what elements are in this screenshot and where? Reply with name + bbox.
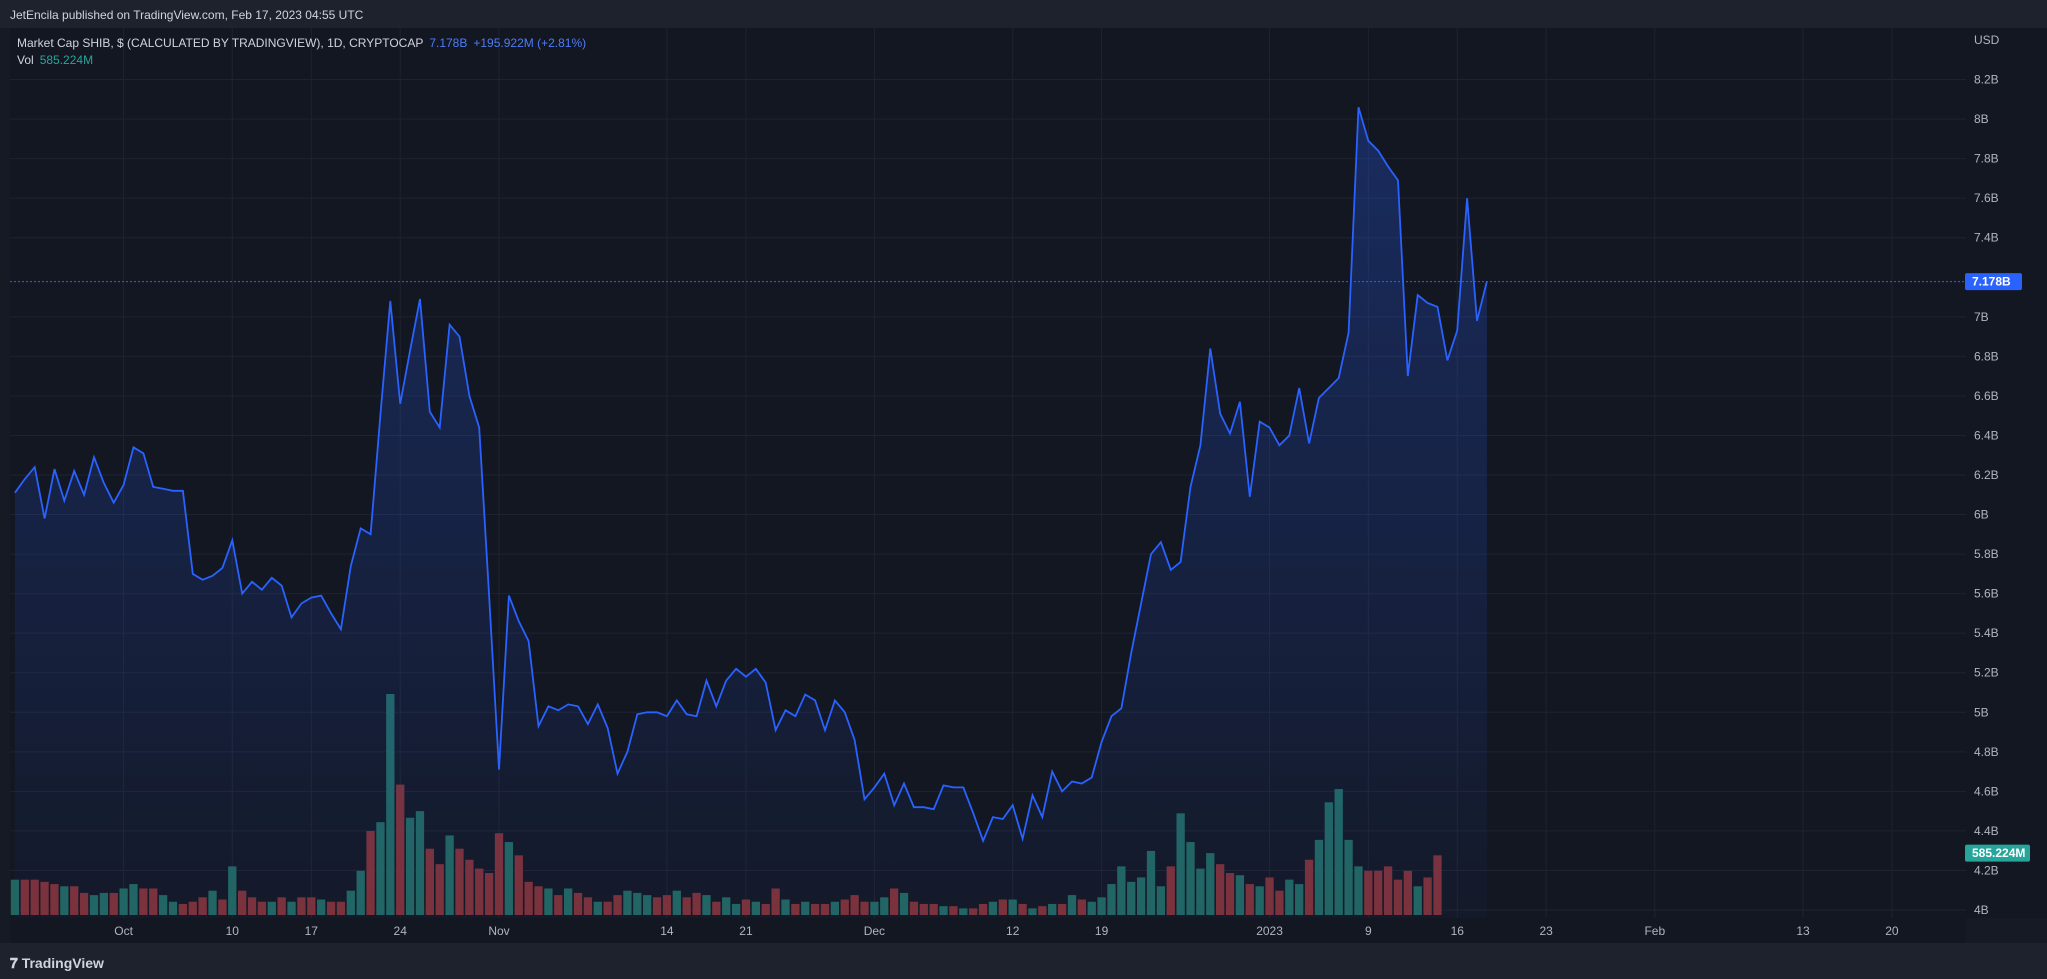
time-tick-label: 14 (660, 924, 674, 938)
volume-value: 585.224M (1972, 846, 2025, 860)
footer-bar: 𝟕 TradingView (0, 943, 2047, 979)
legend-volume-row[interactable]: Vol 585.224M (17, 52, 586, 69)
price-tick-label: 4.8B (1974, 745, 1999, 759)
price-tick-label: 5.4B (1974, 626, 1999, 640)
chart-legend: Market Cap SHIB, $ (CALCULATED BY TRADIN… (17, 35, 586, 69)
tradingview-logo[interactable]: 𝟕 TradingView (10, 955, 104, 972)
legend-symbol: Market Cap SHIB, $ (CALCULATED BY TRADIN… (17, 36, 424, 50)
price-tick-label: 4.6B (1974, 784, 1999, 798)
price-tick-label: 6.2B (1974, 468, 1999, 482)
legend-symbol-row[interactable]: Market Cap SHIB, $ (CALCULATED BY TRADIN… (17, 35, 586, 52)
time-tick-label: 23 (1539, 924, 1553, 938)
time-tick-label: 9 (1365, 924, 1372, 938)
price-tick-label: 7.8B (1974, 152, 1999, 166)
price-tick-label: 5.8B (1974, 547, 1999, 561)
publisher-bar: JetEncila published on TradingView.com, … (0, 0, 2047, 28)
price-tick-label: 5.2B (1974, 666, 1999, 680)
last-price-value: 7.178B (1972, 275, 2011, 289)
price-tick-label: 4B (1974, 903, 1989, 917)
time-axis[interactable] (10, 918, 1966, 943)
price-tick-label: 7.4B (1974, 231, 1999, 245)
price-tick-label: 5B (1974, 705, 1989, 719)
time-tick-label: 12 (1006, 924, 1020, 938)
volume-badge: 585.224M (1965, 844, 2030, 862)
time-tick-label: Feb (1644, 924, 1665, 938)
time-tick-label: 20 (1885, 924, 1899, 938)
price-tick-label: 8B (1974, 112, 1989, 126)
price-tick-label: 6.8B (1974, 349, 1999, 363)
price-axis-ticks: 4B 4.2B 4.4B 4.6B 4.8B 5B 5.2B 5.4B 5.6B 5.8B 6B 6.… (1974, 73, 1999, 917)
time-tick-label: Dec (864, 924, 885, 938)
legend-vol-label: Vol (17, 53, 34, 67)
price-tick-label: 7B (1974, 310, 1989, 324)
time-tick-label: 2023 (1256, 924, 1283, 938)
price-tick-label: 4.4B (1974, 824, 1999, 838)
last-price-badge: 7.178B (1965, 273, 2022, 291)
market-cap-area (14, 107, 1487, 918)
price-tick-label: 8.2B (1974, 73, 1999, 87)
legend-last-value: 7.178B (429, 36, 468, 50)
legend-change: +195.922M (+2.81%) (473, 36, 587, 50)
price-tick-label: 6B (1974, 508, 1989, 522)
time-tick-label: Nov (488, 924, 509, 938)
price-tick-label: 7.6B (1974, 191, 1999, 205)
market-cap-line (14, 106, 1488, 844)
time-tick-label: 17 (305, 924, 319, 938)
tradingview-logo-text: TradingView (21, 955, 104, 971)
time-tick-label: 19 (1095, 924, 1109, 938)
price-axis-unit: USD (1974, 33, 2000, 47)
price-tick-label: 6.4B (1974, 428, 1999, 442)
time-tick-label: Oct (114, 924, 133, 938)
price-tick-label: 6.6B (1974, 389, 1999, 403)
price-tick-label: 5.6B (1974, 587, 1999, 601)
legend-vol-value: 585.224M (39, 53, 94, 67)
time-tick-label: 21 (739, 924, 753, 938)
time-tick-label: 13 (1796, 924, 1810, 938)
price-axis[interactable] (1966, 28, 2047, 918)
price-tick-label: 4.2B (1974, 863, 1999, 877)
tradingview-logo-icon: 𝟕 (10, 955, 22, 971)
publisher-line: JetEncila published on TradingView.com, … (10, 8, 364, 22)
time-tick-label: 16 (1451, 924, 1465, 938)
time-tick-label: 24 (394, 924, 408, 938)
time-axis-ticks: Oct 10 17 24 Nov 14 21 Dec 12 19 2023 9 16 23 Feb 13 20 (114, 924, 1899, 938)
time-tick-label: 10 (226, 924, 240, 938)
